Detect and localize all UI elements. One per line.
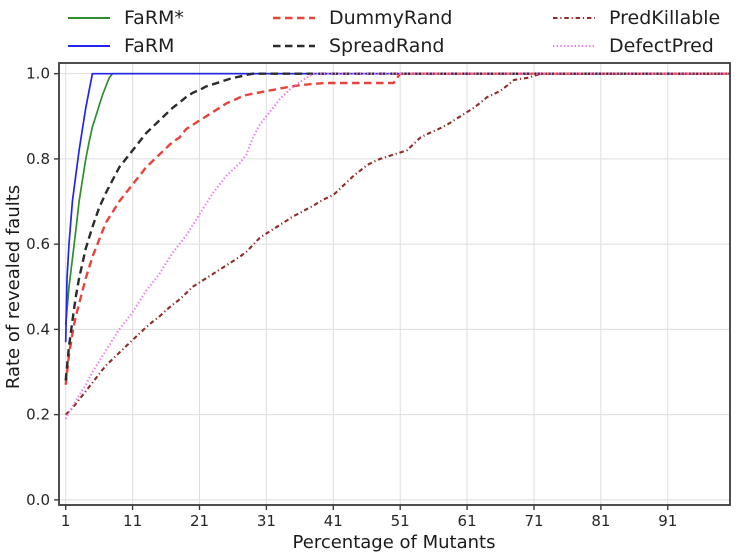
y-axis-label: Rate of revealed faults bbox=[3, 185, 24, 389]
x-tick-label: 51 bbox=[391, 512, 410, 530]
series-line-predkillable bbox=[64, 72, 730, 416]
y-tick-label: 0.0 bbox=[26, 491, 50, 509]
y-tick-label: 0.2 bbox=[26, 406, 50, 424]
y-tick-label: 0.4 bbox=[26, 320, 50, 338]
axes: 1 11 21 31 41 51 61 71 81 910.00.20.40.60.81.0 bbox=[26, 62, 731, 530]
y-tick-label: 0.8 bbox=[26, 150, 50, 168]
x-tick-label: 31 bbox=[257, 512, 276, 530]
y-tick-label: 1.0 bbox=[26, 65, 50, 83]
y-tick-label: 0.6 bbox=[26, 235, 50, 253]
x-tick-label: 91 bbox=[658, 512, 677, 530]
plot-border bbox=[58, 62, 731, 506]
x-tick-label: 21 bbox=[190, 512, 209, 530]
x-tick-label: 11 bbox=[123, 512, 142, 530]
series-line-dummyrand bbox=[64, 72, 730, 385]
series-line-farm bbox=[64, 72, 730, 343]
series-line-farmstar bbox=[64, 72, 730, 326]
series-line-spreadrand bbox=[64, 72, 730, 381]
series-lines bbox=[64, 72, 730, 420]
x-tick-label: 41 bbox=[324, 512, 343, 530]
x-axis-label: Percentage of Mutants bbox=[293, 532, 496, 553]
gridlines bbox=[59, 63, 730, 505]
x-tick-label: 81 bbox=[591, 512, 610, 530]
series-line-defectpred bbox=[64, 72, 730, 420]
x-tick-label: 71 bbox=[524, 512, 543, 530]
x-tick-label: 61 bbox=[458, 512, 477, 530]
x-tick-label: 1 bbox=[61, 512, 71, 530]
